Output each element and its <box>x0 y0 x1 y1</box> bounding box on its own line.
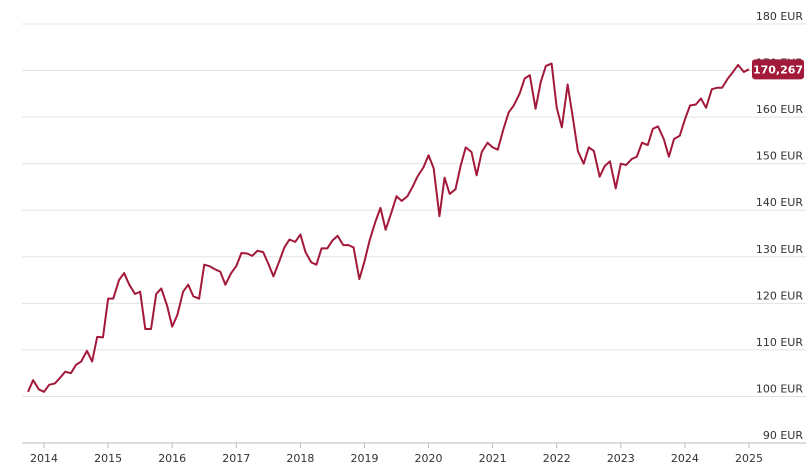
x-tick-label: 2021 <box>479 452 507 465</box>
y-tick-label: 110 EUR <box>756 336 803 349</box>
x-tick-label: 2025 <box>735 452 763 465</box>
y-tick-label: 180 EUR <box>756 10 803 23</box>
x-tick-label: 2015 <box>94 452 122 465</box>
y-tick-label: 150 EUR <box>756 150 803 163</box>
x-tick-label: 2022 <box>543 452 571 465</box>
x-tick-label: 2017 <box>222 452 250 465</box>
y-tick-label: 160 EUR <box>756 103 803 116</box>
x-tick-label: 2023 <box>607 452 635 465</box>
x-tick-label: 2020 <box>415 452 443 465</box>
x-tick-label: 2018 <box>286 452 314 465</box>
y-tick-label: 130 EUR <box>756 243 803 256</box>
x-tick-label: 2016 <box>158 452 186 465</box>
price-line <box>27 62 750 393</box>
last-value-badge <box>752 59 804 80</box>
x-tick-label: 2024 <box>671 452 699 465</box>
y-tick-label: 100 EUR <box>756 382 803 395</box>
last-value-label: 170,267 <box>753 63 803 76</box>
y-tick-label: 140 EUR <box>756 196 803 209</box>
x-tick-label: 2019 <box>350 452 378 465</box>
y-tick-label: 120 EUR <box>756 289 803 302</box>
y-tick-label: 90 EUR <box>763 429 803 442</box>
x-tick-label: 2014 <box>30 452 58 465</box>
